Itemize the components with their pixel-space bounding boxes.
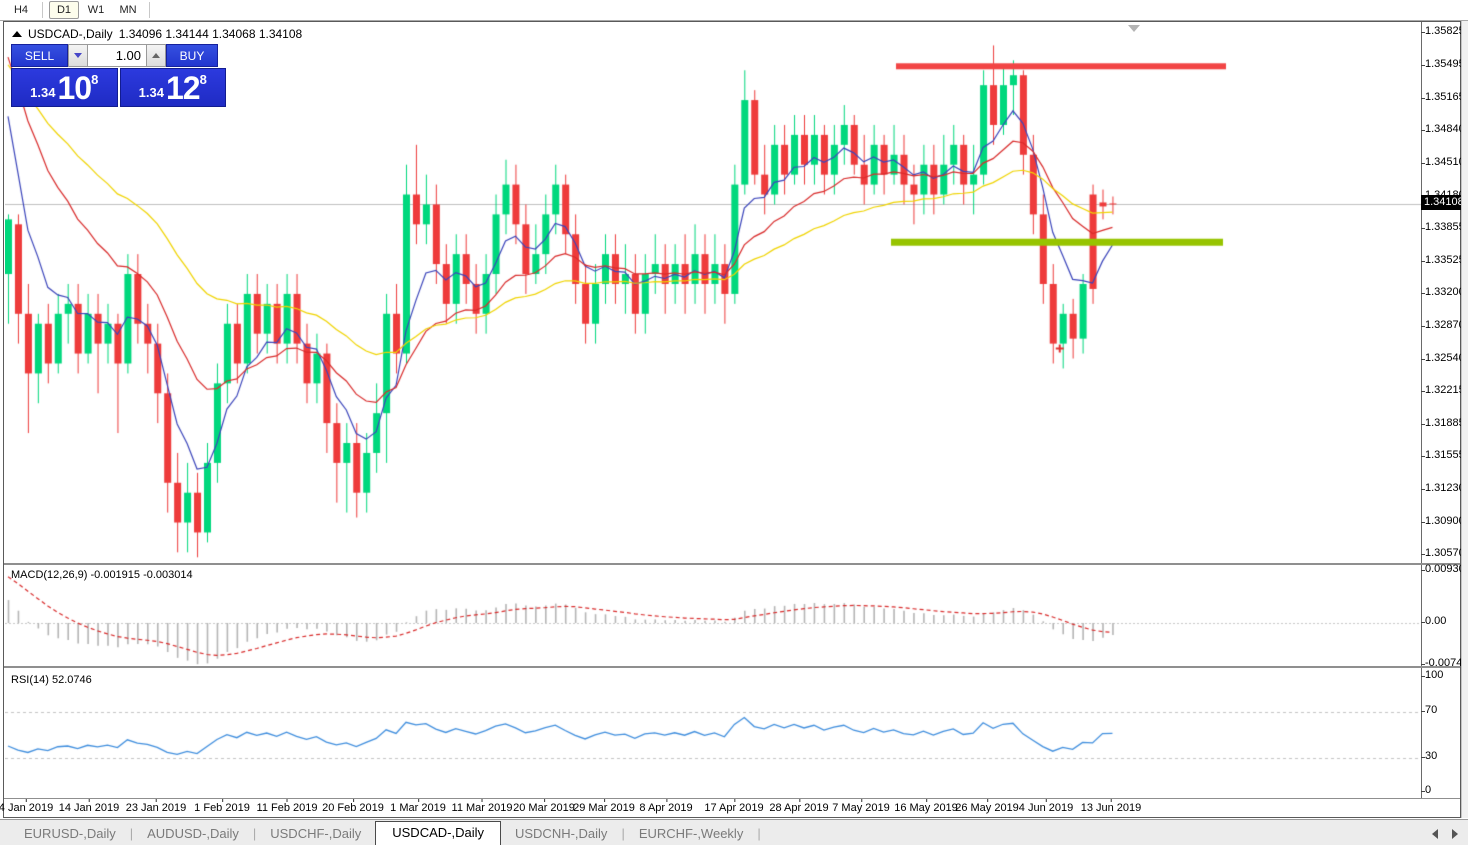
sell-price-base: 1.34 [30,85,56,100]
price-axis-label: 1.32540 [1421,352,1468,364]
price-axis-label: 1.33200 [1421,286,1468,298]
macd-axis-label: 0.00 [1421,615,1468,627]
chart-window: USDCAD-,Daily 1.34096 1.34144 1.34068 1.… [0,21,1468,818]
toolbar-separator [42,2,43,18]
timeframe-h4-button[interactable]: H4 [13,4,29,16]
window-scrollbar-strip[interactable] [1461,21,1468,818]
tab-usdcad-daily[interactable]: USDCAD-,Daily [375,821,501,845]
sell-price-button[interactable]: 1.34 10 8 [11,68,118,107]
buy-price-button[interactable]: 1.34 12 8 [119,68,226,107]
chart-symbol: USDCAD-,Daily [28,27,113,41]
date-axis-label: 1 Feb 2019 [194,799,250,814]
date-axis-label: 17 Apr 2019 [704,799,764,814]
tab-usdcnh-daily[interactable]: USDCNH-,Daily [514,826,608,841]
price-chart-canvas[interactable] [5,23,1421,800]
sell-button[interactable]: SELL [11,44,68,67]
triangle-down-icon [74,53,82,58]
tab-eurchf-weekly[interactable]: EURCHF-,Weekly [638,826,744,841]
date-axis-label: 23 Jan 2019 [125,799,187,814]
price-axis-label: 1.33855 [1421,221,1468,233]
date-axis-label: 8 Apr 2019 [639,799,693,814]
rsi-pane-separator[interactable] [4,666,1460,668]
timeframe-d1-button[interactable]: D1 [49,1,79,19]
date-axis-label: 28 Apr 2019 [769,799,829,814]
date-axis-label: 26 May 2019 [955,799,1019,814]
price-axis-label: 1.33525 [1421,254,1468,266]
timeframe-w1-button[interactable]: W1 [87,4,105,16]
price-axis-label: 1.31885 [1421,417,1468,429]
date-axis-separator [4,798,1460,799]
chart-tab-bar: EURUSD-,Daily | AUDUSD-,Daily | USDCHF-,Dail… [0,819,1468,845]
volume-input[interactable] [88,44,146,67]
price-axis-label: 1.32215 [1421,384,1468,396]
current-price-tag: 1.34108 [1421,194,1468,210]
rsi-axis-label: 30 [1421,750,1468,762]
tab-separator: | [252,826,257,841]
scroll-position-icon[interactable] [1128,25,1140,32]
sell-price-pips: 10 [57,70,92,106]
date-axis-label: 4 Jan 2019 [0,799,54,814]
rsi-axis-label: 100 [1421,669,1468,681]
macd-pane-separator[interactable] [4,563,1460,565]
tab-separator: | [757,826,761,841]
price-axis-label: 1.35165 [1421,91,1468,103]
date-axis-label: 16 May 2019 [894,799,958,814]
date-axis-label: 11 Mar 2019 [451,799,513,814]
date-axis-label: 20 Feb 2019 [322,799,384,814]
timeframe-mn-button[interactable]: MN [119,4,137,16]
tab-scroll-right-icon[interactable] [1452,829,1458,839]
tab-audusd-daily[interactable]: AUDUSD-,Daily [147,826,239,841]
price-axis-label: 1.31555 [1421,449,1468,461]
tab-separator: | [129,826,134,841]
price-axis-label: 1.32870 [1421,319,1468,331]
volume-decrease-button[interactable] [68,44,88,67]
timeframe-toolbar: H4 D1 W1 MN [0,0,1468,21]
price-axis-label: 1.35495 [1421,58,1468,70]
date-axis-label: 4 Jun 2019 [1018,799,1074,814]
buy-price-base: 1.34 [138,85,164,100]
rsi-axis-label: 0 [1421,784,1468,796]
collapse-triangle-icon[interactable] [12,31,22,37]
price-axis-label: 1.30900 [1421,515,1468,527]
price-axis-label: 1.34840 [1421,123,1468,135]
date-axis-label: 14 Jan 2019 [58,799,120,814]
price-axis-label: 1.35825 [1421,25,1468,37]
buy-button[interactable]: BUY [166,44,218,67]
buy-price-pipette: 8 [199,72,207,87]
macd-axis-label: -0.007433 [1421,657,1468,669]
macd-label: MACD(12,26,9) -0.001915 -0.003014 [11,569,193,581]
tab-scroll-left-icon[interactable] [1432,829,1438,839]
macd-axis-label: 0.009301 [1421,562,1468,575]
date-axis-label: 20 Mar 2019 [513,799,575,814]
triangle-up-icon [152,53,160,58]
chart-ohlc-quotes: 1.34096 1.34144 1.34068 1.34108 [118,27,303,41]
price-axis-label: 1.30570 [1421,547,1468,559]
sell-price-pipette: 8 [91,72,99,87]
date-axis-label: 11 Feb 2019 [256,799,318,814]
date-axis-label: 1 Mar 2019 [390,799,446,814]
date-axis-label: 13 Jun 2019 [1080,799,1142,814]
axis-divider [1421,22,1422,799]
rsi-axis-label: 70 [1421,704,1468,716]
volume-increase-button[interactable] [146,44,166,67]
date-axis-label: 7 May 2019 [832,799,890,814]
tab-usdchf-daily[interactable]: USDCHF-,Daily [270,826,362,841]
tab-eurusd-daily[interactable]: EURUSD-,Daily [24,826,116,841]
price-axis-label: 1.34510 [1421,156,1468,168]
one-click-trading-panel: SELL BUY 1.34 10 8 1.34 12 8 [11,44,226,107]
rsi-label: RSI(14) 52.0746 [11,674,92,686]
price-axis-label: 1.31230 [1421,482,1468,494]
tab-separator: | [621,826,625,841]
chart-title: USDCAD-,Daily 1.34096 1.34144 1.34068 1.… [12,27,302,41]
date-axis-label: 29 Mar 2019 [573,799,635,814]
buy-price-pips: 12 [165,70,201,106]
toolbar-separator [149,2,150,18]
